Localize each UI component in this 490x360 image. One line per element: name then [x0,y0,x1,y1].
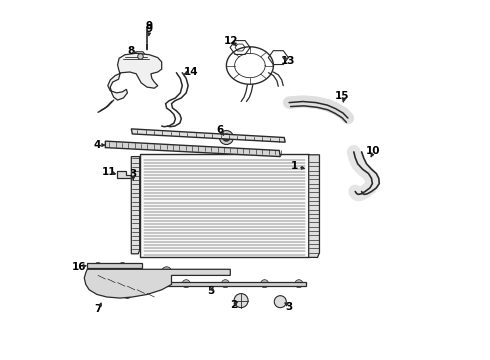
Polygon shape [108,53,162,100]
Polygon shape [105,141,280,157]
Text: 15: 15 [335,91,349,102]
Text: 5: 5 [207,286,214,296]
Text: 2: 2 [230,300,237,310]
Polygon shape [117,171,133,178]
Text: 10: 10 [366,146,381,156]
Text: 4: 4 [93,140,101,150]
Text: 1: 1 [291,161,297,171]
Text: 11: 11 [101,167,116,177]
Circle shape [182,280,190,288]
Polygon shape [87,263,142,268]
Text: 13: 13 [281,56,295,66]
Text: 6: 6 [216,125,223,135]
Circle shape [220,131,233,144]
Circle shape [93,279,103,289]
Text: 12: 12 [224,36,239,46]
Bar [140,154,309,257]
Text: 3: 3 [130,168,137,179]
Text: 9: 9 [146,21,153,31]
Circle shape [95,262,101,268]
Circle shape [107,285,117,295]
Circle shape [120,262,125,268]
Circle shape [103,267,113,277]
Polygon shape [84,269,230,298]
Text: 16: 16 [72,262,87,272]
Text: 9: 9 [146,24,153,34]
Circle shape [274,296,286,308]
Circle shape [148,280,156,288]
Polygon shape [131,129,285,142]
Circle shape [162,267,172,277]
Circle shape [295,280,303,288]
Circle shape [261,280,269,288]
Circle shape [122,288,132,298]
Polygon shape [309,155,319,257]
Polygon shape [131,157,140,254]
Text: 7: 7 [94,304,102,314]
Circle shape [234,294,248,307]
Polygon shape [140,282,306,286]
Circle shape [221,280,229,288]
Text: 3: 3 [286,302,293,312]
Circle shape [223,134,230,141]
Text: 14: 14 [184,67,198,77]
Text: 8: 8 [128,46,135,56]
